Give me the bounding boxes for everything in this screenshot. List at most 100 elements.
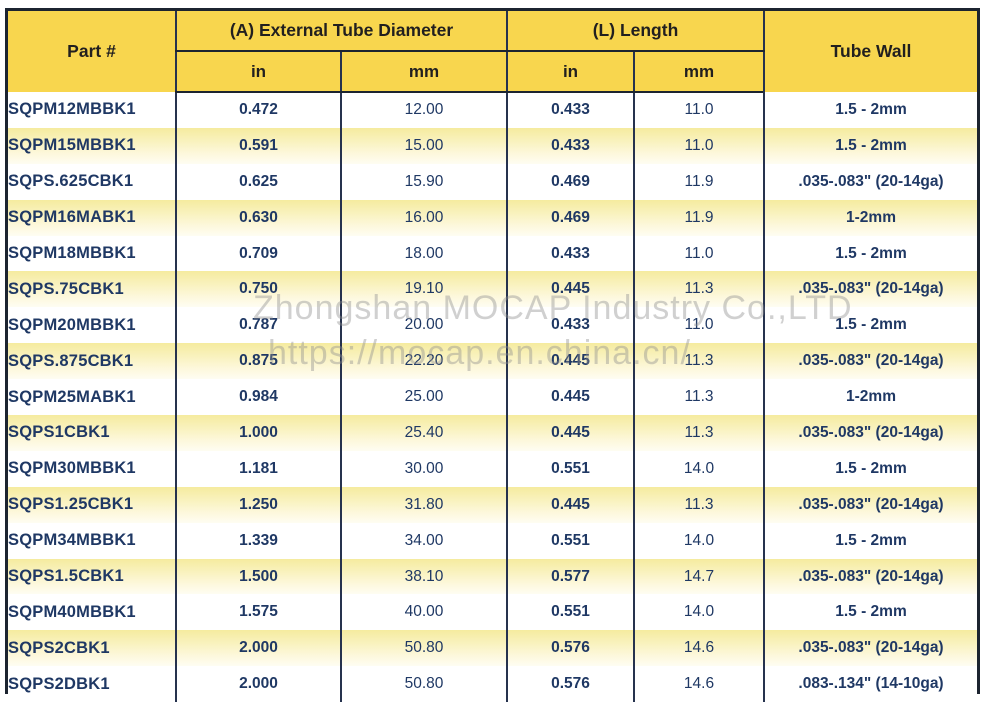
length-in-cell: 0.551 bbox=[506, 594, 634, 631]
tube-wall-cell: 1.5 - 2mm bbox=[763, 522, 977, 559]
part-number-cell: SQPS.875CBK1 bbox=[8, 343, 176, 380]
length-in-cell: 0.433 bbox=[506, 92, 634, 128]
diameter-mm-cell: 30.00 bbox=[340, 450, 507, 487]
table-row: SQPS2CBK1 2.000 50.80 0.576 14.6 .035-.0… bbox=[8, 630, 977, 667]
part-number-cell: SQPM30MBBK1 bbox=[8, 450, 176, 487]
table-row: SQPS1.25CBK1 1.250 31.80 0.445 11.3 .035… bbox=[8, 486, 977, 523]
diameter-mm-cell: 50.80 bbox=[340, 630, 507, 667]
length-in-cell: 0.433 bbox=[506, 235, 634, 272]
tube-wall-cell: 1.5 - 2mm bbox=[763, 235, 977, 272]
tube-wall-cell: .035-.083" (20-14ga) bbox=[763, 343, 977, 380]
diameter-mm-cell: 16.00 bbox=[340, 199, 507, 236]
table-row: SQPS.875CBK1 0.875 22.20 0.445 11.3 .035… bbox=[8, 343, 977, 380]
length-mm-cell: 11.0 bbox=[633, 235, 764, 272]
diameter-mm-cell: 18.00 bbox=[340, 235, 507, 272]
part-number-cell: SQPS2DBK1 bbox=[8, 666, 176, 702]
length-in-cell: 0.445 bbox=[506, 271, 634, 308]
diameter-in-cell: 1.000 bbox=[175, 415, 341, 451]
diameter-mm-cell: 20.00 bbox=[340, 307, 507, 344]
diameter-in-cell: 2.000 bbox=[175, 666, 341, 702]
header-part-number: Part # bbox=[8, 11, 176, 92]
table-row: SQPM12MBBK1 0.472 12.00 0.433 11.0 1.5 -… bbox=[8, 92, 977, 128]
tube-wall-cell: 1.5 - 2mm bbox=[763, 450, 977, 487]
spec-table-frame: Part # (A) External Tube Diameter (L) Le… bbox=[5, 8, 980, 702]
header-tube-wall: Tube Wall bbox=[763, 11, 977, 92]
diameter-in-cell: 0.787 bbox=[175, 307, 341, 344]
diameter-in-cell: 1.339 bbox=[175, 522, 341, 559]
tube-wall-cell: 1-2mm bbox=[763, 379, 977, 416]
length-mm-cell: 11.9 bbox=[633, 163, 764, 200]
diameter-mm-cell: 38.10 bbox=[340, 558, 507, 595]
length-mm-cell: 14.0 bbox=[633, 522, 764, 559]
tube-wall-cell: .035-.083" (20-14ga) bbox=[763, 630, 977, 667]
table-body: SQPM12MBBK1 0.472 12.00 0.433 11.0 1.5 -… bbox=[8, 92, 977, 702]
length-mm-cell: 11.3 bbox=[633, 415, 764, 451]
part-number-cell: SQPM12MBBK1 bbox=[8, 92, 176, 128]
part-number-cell: SQPS1.5CBK1 bbox=[8, 558, 176, 595]
length-mm-cell: 14.0 bbox=[633, 450, 764, 487]
length-mm-cell: 14.7 bbox=[633, 558, 764, 595]
diameter-in-cell: 1.575 bbox=[175, 594, 341, 631]
diameter-in-cell: 0.709 bbox=[175, 235, 341, 272]
length-in-cell: 0.576 bbox=[506, 630, 634, 667]
part-number-cell: SQPM15MBBK1 bbox=[8, 127, 176, 164]
diameter-mm-cell: 12.00 bbox=[340, 92, 507, 128]
diameter-in-cell: 0.750 bbox=[175, 271, 341, 308]
length-in-cell: 0.577 bbox=[506, 558, 634, 595]
tube-wall-cell: .035-.083" (20-14ga) bbox=[763, 163, 977, 200]
length-mm-cell: 11.3 bbox=[633, 271, 764, 308]
part-number-cell: SQPM40MBBK1 bbox=[8, 594, 176, 631]
diameter-mm-cell: 15.00 bbox=[340, 127, 507, 164]
table-row: SQPS1.5CBK1 1.500 38.10 0.577 14.7 .035-… bbox=[8, 558, 977, 595]
length-in-cell: 0.445 bbox=[506, 379, 634, 416]
length-mm-cell: 11.3 bbox=[633, 343, 764, 380]
part-number-cell: SQPS.625CBK1 bbox=[8, 163, 176, 200]
header-length-mm: mm bbox=[633, 51, 764, 93]
diameter-mm-cell: 25.00 bbox=[340, 379, 507, 416]
length-in-cell: 0.551 bbox=[506, 522, 634, 559]
table-row: SQPS.625CBK1 0.625 15.90 0.469 11.9 .035… bbox=[8, 163, 977, 200]
diameter-in-cell: 2.000 bbox=[175, 630, 341, 667]
table-row: SQPM20MBBK1 0.787 20.00 0.433 11.0 1.5 -… bbox=[8, 307, 977, 344]
length-in-cell: 0.576 bbox=[506, 666, 634, 702]
part-number-cell: SQPM18MBBK1 bbox=[8, 235, 176, 272]
table-row: SQPM30MBBK1 1.181 30.00 0.551 14.0 1.5 -… bbox=[8, 450, 977, 487]
length-mm-cell: 11.0 bbox=[633, 127, 764, 164]
length-in-cell: 0.469 bbox=[506, 199, 634, 236]
table-row: SQPS2DBK1 2.000 50.80 0.576 14.6 .083-.1… bbox=[8, 666, 977, 702]
length-mm-cell: 11.3 bbox=[633, 379, 764, 416]
header-external-tube-diameter: (A) External Tube Diameter bbox=[175, 11, 507, 52]
table-row: SQPM25MABK1 0.984 25.00 0.445 11.3 1-2mm bbox=[8, 379, 977, 416]
tube-spec-table: Part # (A) External Tube Diameter (L) Le… bbox=[8, 11, 977, 702]
length-mm-cell: 14.0 bbox=[633, 594, 764, 631]
table-row: SQPM15MBBK1 0.591 15.00 0.433 11.0 1.5 -… bbox=[8, 127, 977, 164]
length-in-cell: 0.469 bbox=[506, 163, 634, 200]
part-number-cell: SQPS2CBK1 bbox=[8, 630, 176, 667]
length-mm-cell: 14.6 bbox=[633, 666, 764, 702]
diameter-in-cell: 0.984 bbox=[175, 379, 341, 416]
diameter-in-cell: 1.500 bbox=[175, 558, 341, 595]
header-diameter-mm: mm bbox=[340, 51, 507, 93]
diameter-mm-cell: 31.80 bbox=[340, 486, 507, 523]
diameter-mm-cell: 19.10 bbox=[340, 271, 507, 308]
part-number-cell: SQPM16MABK1 bbox=[8, 199, 176, 236]
part-number-cell: SQPM25MABK1 bbox=[8, 379, 176, 416]
tube-wall-cell: .035-.083" (20-14ga) bbox=[763, 558, 977, 595]
diameter-in-cell: 1.181 bbox=[175, 450, 341, 487]
tube-wall-cell: .035-.083" (20-14ga) bbox=[763, 486, 977, 523]
length-in-cell: 0.445 bbox=[506, 486, 634, 523]
diameter-mm-cell: 15.90 bbox=[340, 163, 507, 200]
length-in-cell: 0.445 bbox=[506, 415, 634, 451]
header-length: (L) Length bbox=[506, 11, 764, 52]
tube-wall-cell: 1-2mm bbox=[763, 199, 977, 236]
part-number-cell: SQPM20MBBK1 bbox=[8, 307, 176, 344]
tube-wall-cell: .035-.083" (20-14ga) bbox=[763, 271, 977, 308]
diameter-mm-cell: 50.80 bbox=[340, 666, 507, 702]
length-mm-cell: 11.0 bbox=[633, 92, 764, 128]
table-row: SQPS1CBK1 1.000 25.40 0.445 11.3 .035-.0… bbox=[8, 415, 977, 451]
length-in-cell: 0.551 bbox=[506, 450, 634, 487]
header-diameter-in: in bbox=[175, 51, 341, 93]
table-row: SQPM34MBBK1 1.339 34.00 0.551 14.0 1.5 -… bbox=[8, 522, 977, 559]
length-in-cell: 0.433 bbox=[506, 127, 634, 164]
